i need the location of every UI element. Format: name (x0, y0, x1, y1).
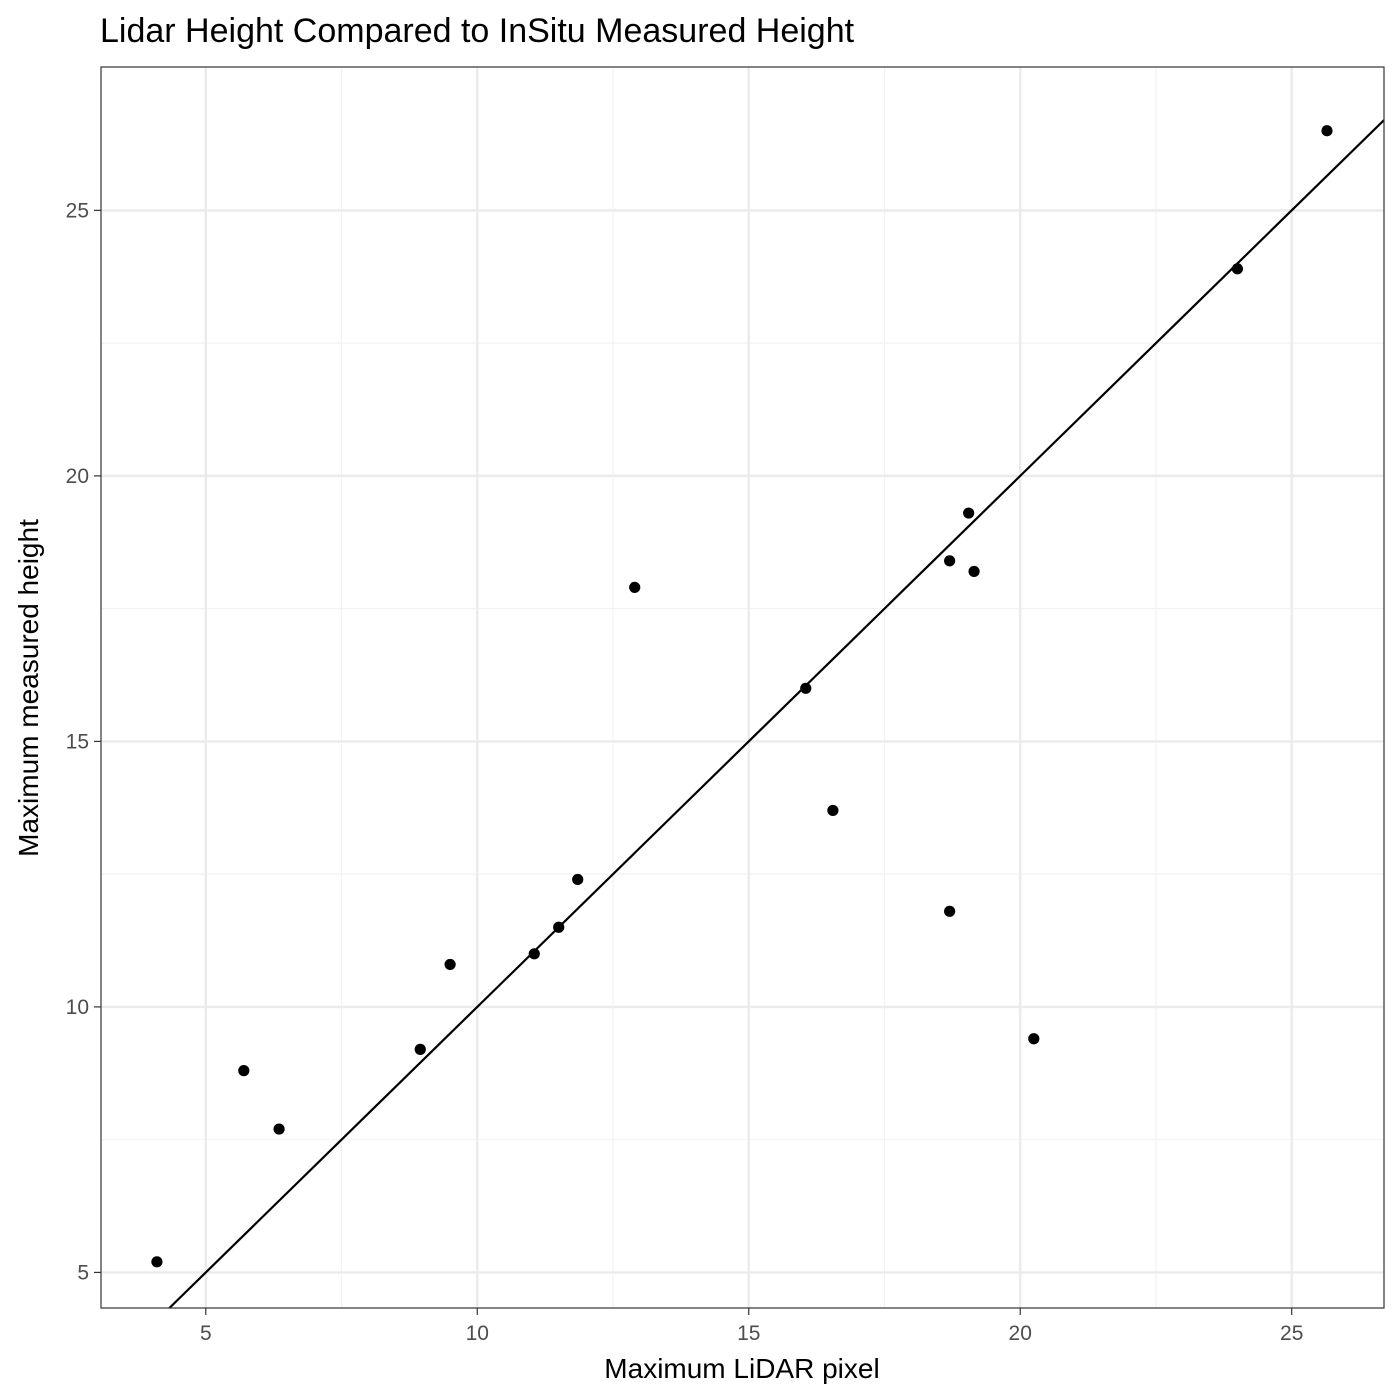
x-tick-label: 15 (737, 1322, 760, 1345)
y-tick-label: 15 (66, 730, 89, 753)
y-axis-ticks: 5 10 15 20 25 (66, 199, 101, 1284)
y-tick-label: 5 (77, 1261, 89, 1284)
data-point (963, 507, 975, 519)
panel-border (100, 66, 1385, 1309)
y-tick-label: 25 (66, 199, 89, 222)
data-points (151, 125, 1333, 1268)
data-point (444, 958, 456, 971)
data-point (553, 921, 565, 933)
data-point (1321, 125, 1333, 137)
data-point (572, 873, 584, 886)
y-axis-title: Maximum measured height (13, 519, 44, 857)
data-point (1231, 263, 1244, 275)
x-axis-title: Maximum LiDAR pixel (604, 1353, 879, 1384)
data-point (238, 1065, 250, 1077)
data-point (827, 804, 839, 817)
data-point (944, 905, 956, 917)
y-tick-label: 10 (66, 996, 89, 1019)
data-point (800, 682, 812, 694)
data-point (528, 948, 540, 960)
x-tick-label: 20 (1009, 1322, 1032, 1345)
grid-lines (101, 67, 1384, 1308)
x-tick-label: 25 (1280, 1322, 1303, 1345)
data-point (414, 1043, 426, 1055)
data-point (944, 555, 956, 567)
x-tick-label: 10 (466, 1322, 489, 1345)
chart-title: Lidar Height Compared to InSitu Measured… (100, 12, 855, 50)
data-point (968, 565, 980, 578)
y-tick-label: 20 (66, 465, 89, 488)
reference-line-group (168, 119, 1385, 1309)
data-point (1028, 1033, 1040, 1045)
data-point (273, 1123, 285, 1135)
data-point (151, 1256, 163, 1268)
data-point (629, 581, 641, 594)
reference-line (168, 119, 1385, 1309)
x-axis-ticks: 5 10 15 20 25 (200, 1308, 1303, 1345)
x-tick-label: 5 (200, 1322, 212, 1345)
